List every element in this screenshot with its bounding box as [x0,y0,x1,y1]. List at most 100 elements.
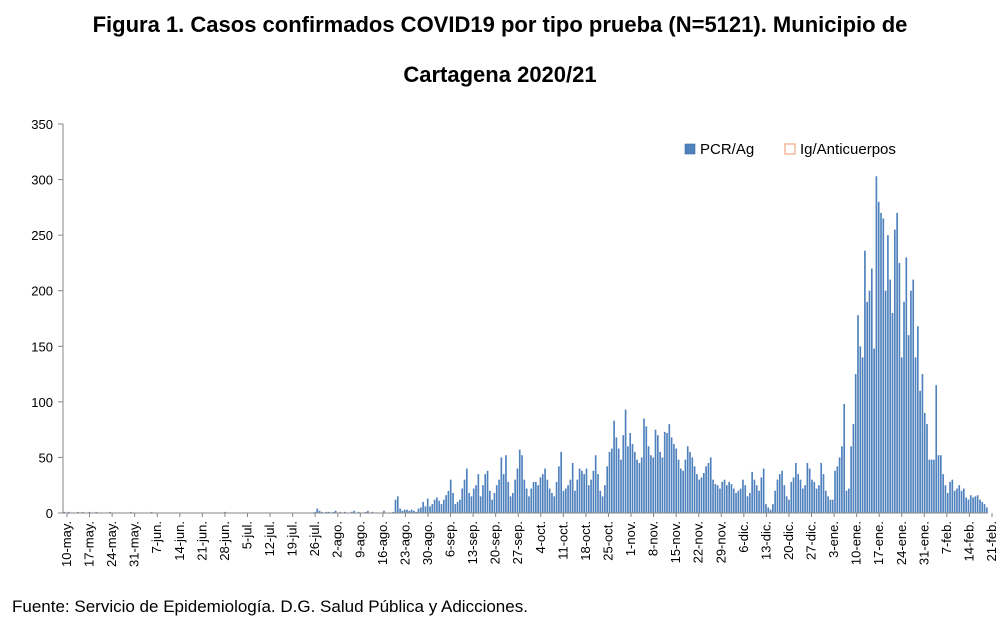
bar [841,446,843,513]
bar [884,290,887,513]
bar [608,451,611,513]
x-tick-label: 30-ago. [420,521,435,565]
bar [532,481,535,513]
x-tick-label: 26-jul. [307,521,322,556]
bar [479,496,482,513]
bar [546,479,549,513]
bar [815,488,818,513]
bar [930,459,933,513]
bar [419,507,422,513]
bar [445,495,447,513]
bar [130,511,132,513]
bar [742,479,744,513]
bar [578,468,581,513]
bar [940,455,942,513]
bar [951,479,954,513]
bar [900,357,903,513]
bar [576,479,579,513]
bar [468,492,470,513]
x-tick-label: 2-ago. [330,521,345,558]
bar [633,451,636,513]
bar [739,488,742,513]
bar [438,500,441,513]
bar [767,507,770,513]
y-axis: 0 50 100 150 200 250 300 350 [31,117,64,521]
bar [617,448,620,513]
bar [521,455,523,513]
bar [581,470,583,513]
bar [585,468,588,513]
bar [799,479,802,513]
bar [643,418,645,513]
bar [594,455,597,513]
bar [553,496,556,513]
bar [829,499,832,513]
bar [567,485,569,513]
bar [81,511,84,513]
bar [691,457,694,513]
bar [109,511,111,513]
bar [824,490,827,513]
bar [383,510,385,513]
bar [410,509,413,513]
bar [730,484,733,513]
bar [449,479,452,513]
bar [601,496,604,513]
bar [63,511,65,513]
chart-title-line-1: Figura 1. Casos confirmados COVID19 por … [92,12,908,37]
bars [63,176,988,514]
bar [735,492,737,513]
bar [944,485,947,513]
bar [726,485,728,513]
bar [893,229,896,513]
bar [604,485,606,513]
bar [857,315,859,513]
y-tick-label: 0 [46,506,53,521]
bar [907,335,910,513]
bar [868,290,871,513]
bar [484,474,487,513]
bar [834,470,836,513]
bar [491,499,493,513]
bar [668,424,671,513]
bar [769,509,772,513]
bar [882,218,885,513]
x-tick-label: 5-jul. [239,521,254,549]
bar [507,481,510,513]
bar [502,474,505,513]
bar [914,357,917,513]
bar [703,472,705,513]
bar [339,511,342,513]
bar [843,404,846,513]
x-tick-label: 17-may. [82,521,97,567]
bar [622,435,625,513]
bar [442,499,445,513]
bar [401,510,404,513]
bar [656,435,659,513]
bar [539,477,542,513]
bar [67,511,70,513]
bar [318,510,321,513]
y-tick-label: 200 [31,284,53,299]
legend-swatch-pcr-ag [684,143,696,155]
bar [357,511,360,513]
bar [716,485,719,513]
bar [645,426,648,513]
y-tick-label: 300 [31,173,53,188]
bar [555,481,558,513]
bar [732,488,735,513]
bar [700,477,703,513]
bar [417,508,420,513]
bar [77,511,79,513]
bar [224,511,227,513]
bar [923,412,926,513]
bar [976,495,979,513]
bar [498,479,500,513]
bar [495,485,498,513]
x-tick-label: 27-sep. [510,521,525,564]
bar [762,468,765,513]
bar [392,511,395,513]
bar [544,468,546,513]
bar [408,510,411,513]
y-tick-label: 250 [31,228,53,243]
